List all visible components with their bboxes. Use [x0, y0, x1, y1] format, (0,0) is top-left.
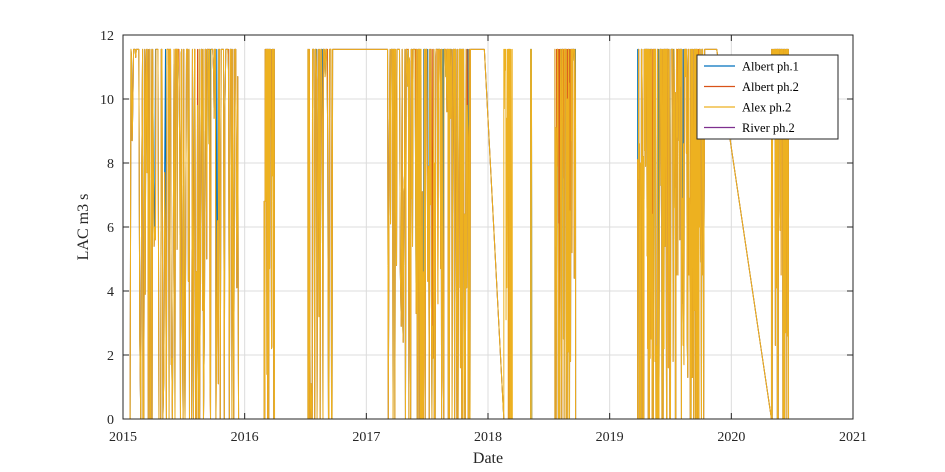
x-tick-label: 2016 — [231, 430, 259, 445]
y-tick-label: 2 — [107, 349, 114, 364]
axis-ticks: 2015 2016 2017 2018 2019 2020 2021 0 2 4 6 8 10 12 — [100, 29, 867, 445]
y-tick-label: 0 — [107, 413, 114, 428]
legend-label: Alex ph.2 — [742, 101, 791, 115]
x-axis-label: Date — [473, 450, 503, 467]
y-tick-label: 12 — [100, 29, 114, 44]
legend-label: Albert ph.2 — [742, 80, 799, 94]
legend-box — [696, 54, 839, 140]
x-tick-label: 2021 — [839, 430, 867, 445]
x-tick-label: 2019 — [596, 430, 624, 445]
y-axis-label: LAC m3 s — [75, 194, 92, 261]
y-tick-label: 8 — [107, 157, 114, 172]
legend: Albert ph.1 Albert ph.2 Alex ph.2 River ph.… — [696, 54, 839, 140]
x-tick-label: 2017 — [352, 430, 380, 445]
x-tick-label: 2018 — [474, 430, 502, 445]
series-line-2 — [123, 48, 853, 420]
y-tick-label: 4 — [107, 285, 114, 300]
x-tick-label: 2020 — [717, 430, 745, 445]
legend-label: Albert ph.1 — [742, 60, 799, 74]
x-tick-label: 2015 — [109, 430, 137, 445]
y-tick-label: 6 — [107, 221, 114, 236]
y-tick-label: 10 — [100, 93, 114, 108]
legend-label: River ph.2 — [742, 121, 795, 135]
